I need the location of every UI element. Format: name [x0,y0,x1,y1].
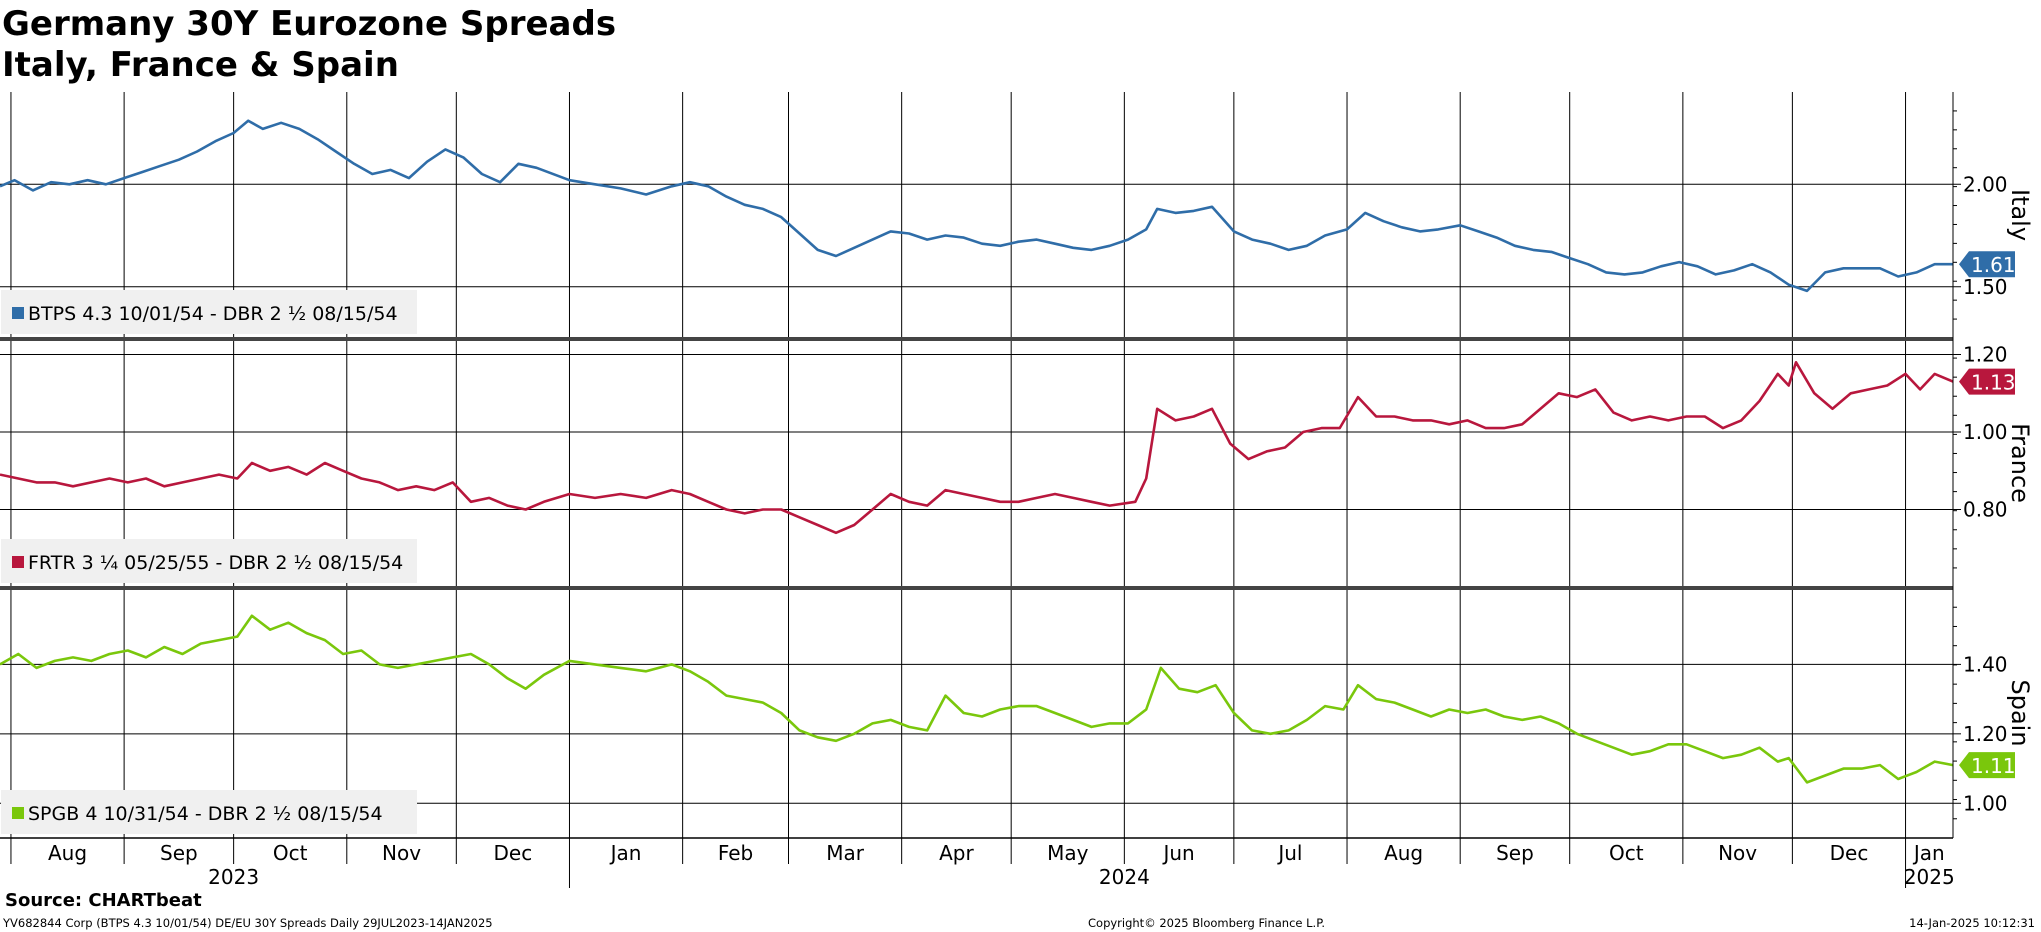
year-label-0: 2023 [208,865,259,888]
panel-0-last-value-tag [1959,251,2015,278]
spreads-chart: 2.00 1.501.61 Italy BTPS 4.3 10/01/54 - DBR… [0,92,2034,888]
panel-0-legend-swatch [12,307,24,319]
panel-2-ytick-label-0: 1.40 [1963,652,2008,676]
chart-title: Germany 30Y Eurozone Spreads Italy, Fran… [2,4,616,86]
panel-0-axis-label: Italy [2006,189,2034,241]
panel-0-legend-label: BTPS 4.3 10/01/54 - DBR 2 ½ 08/15/54 [28,303,398,325]
panel-1-ytick-label-0: 1.20 [1963,343,2008,367]
month-label-16: Dec [1830,841,1869,865]
panel-2-legend-swatch [12,807,24,819]
month-label-6: Feb [718,841,753,865]
month-label-17: Jan [1912,841,1945,865]
chart-title-line-2: Italy, France & Spain [2,45,399,85]
footer-series-info: YV682844 Corp (BTPS 4.3 10/01/54) DE/EU … [3,916,493,930]
month-label-9: May [1047,841,1089,865]
panel-1-legend-box [1,539,417,583]
month-label-3: Nov [382,841,421,865]
panel-1-legend-swatch [12,556,24,568]
panel-1-last-value-label: 1.13 [1971,371,2016,395]
panel-2-axis-label: Spain [2006,679,2034,746]
month-label-12: Aug [1384,841,1423,865]
year-label-1: 2024 [1099,865,1150,888]
panel-2-legend-label: SPGB 4 10/31/54 - DBR 2 ½ 08/15/54 [28,803,383,825]
month-label-10: Jun [1161,841,1194,865]
month-label-0: Aug [48,841,87,865]
panel-2-last-value-tag [1959,752,2015,779]
panel-1-series-line [0,361,1954,535]
month-label-7: Mar [826,841,865,865]
chart-title-line-1: Germany 30Y Eurozone Spreads [2,4,617,44]
month-label-15: Nov [1718,841,1757,865]
panel-0-ytick-label-1: 1.50 [1963,275,2008,299]
panel-0-series-line [0,119,1953,293]
month-label-13: Sep [1496,841,1534,865]
panel-separator-1 [0,337,1953,341]
panel-2-ytick-label-2: 1.00 [1963,791,2008,815]
panel-1-ytick-label-1: 1.00 [1963,420,2008,444]
panel-1-legend-label: FRTR 3 ¼ 05/25/55 - DBR 2 ½ 08/15/54 [28,552,403,574]
month-label-8: Apr [939,841,974,865]
panel-2-legend-box [1,790,417,834]
month-label-4: Dec [494,841,533,865]
footer-timestamp: 14-Jan-2025 10:12:31 [1909,916,2035,930]
month-label-2: Oct [273,841,308,865]
month-label-14: Oct [1609,841,1644,865]
footer-copyright: Copyright© 2025 Bloomberg Finance L.P. [1088,916,1325,930]
panel-separator-2 [0,586,1953,590]
source-note: Source: CHARTbeat [5,890,202,911]
panel-2-ytick-label-1: 1.20 [1963,722,2008,746]
year-label-2: 2025 [1904,865,1955,888]
panel-1-last-value-tag [1959,368,2015,395]
month-label-5: Jan [609,841,642,865]
panel-0-legend-box [1,290,417,334]
panel-2-last-value-label: 1.11 [1971,754,2016,778]
panel-0-ytick-label-0: 2.00 [1963,172,2008,196]
panel-0-last-value-label: 1.61 [1971,253,2016,277]
month-label-1: Sep [160,841,198,865]
panel-1-axis-label: France [2006,423,2034,503]
panel-1-ytick-label-2: 0.80 [1963,498,2008,522]
panel-2-series-line [0,614,1954,784]
month-label-11: Jul [1276,841,1302,865]
